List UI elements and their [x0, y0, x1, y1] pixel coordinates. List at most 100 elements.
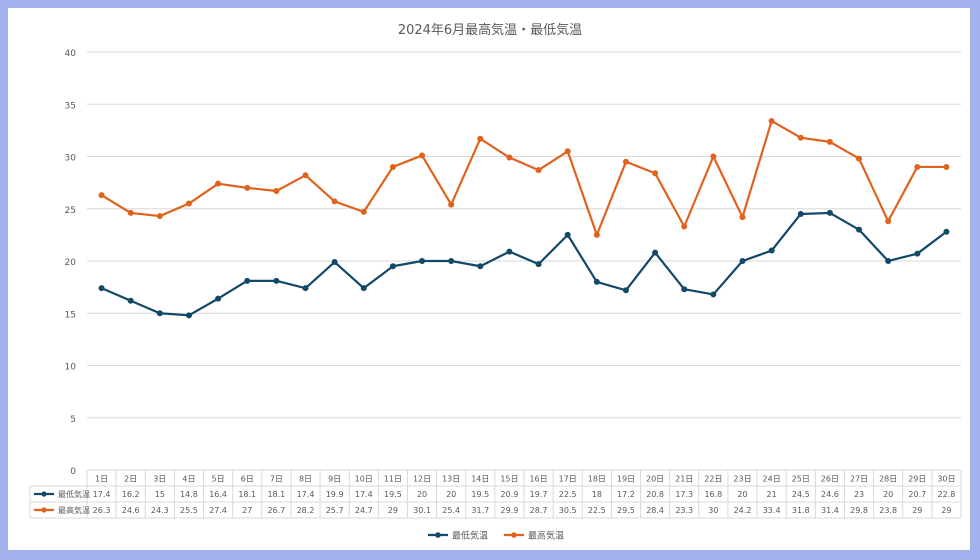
table-value: 15 [155, 490, 165, 499]
data-point [448, 201, 455, 208]
table-value: 24.7 [355, 506, 373, 515]
chart-frame: 2024年6月最高気温・最低気温 0 5 10 15 20 25 30 35 40 1日 2日 3日… [8, 8, 970, 550]
table-value: 24.6 [122, 506, 140, 515]
y-tick-label: 40 [65, 49, 77, 59]
category-label: 1日 [95, 475, 108, 484]
data-point [477, 263, 484, 270]
data-point [185, 200, 192, 207]
table-value: 25.7 [326, 506, 344, 515]
series-layer [98, 117, 950, 319]
data-point [273, 187, 280, 194]
data-point [826, 138, 833, 145]
legend-item: 最低気温 [428, 530, 488, 542]
series-max-temp [98, 117, 950, 238]
table-value: 20 [417, 490, 427, 499]
data-point [156, 310, 163, 317]
category-label: 10日 [355, 475, 373, 484]
data-point [419, 152, 426, 159]
category-label: 11日 [384, 475, 402, 484]
table-value: 24.2 [734, 506, 752, 515]
legend-marker [511, 532, 517, 538]
data-point [215, 295, 222, 302]
table-value: 22.5 [559, 490, 577, 499]
data-point [914, 250, 921, 257]
table-value: 20.9 [501, 490, 519, 499]
category-label: 6日 [241, 475, 254, 484]
table-value: 20 [446, 490, 456, 499]
data-point [885, 258, 892, 264]
data-point [885, 218, 892, 225]
data-point [856, 226, 863, 233]
data-point [360, 208, 367, 215]
legend-marker [435, 532, 441, 538]
data-point [768, 117, 775, 124]
data-point [943, 228, 950, 235]
data-point [797, 210, 804, 217]
table-value: 18.1 [238, 490, 256, 499]
data-point [768, 247, 775, 254]
table-value: 25.4 [442, 506, 460, 515]
table-value: 18.1 [267, 490, 285, 499]
table-value: 16.4 [209, 490, 227, 499]
data-point [681, 223, 688, 230]
table-legend-marker [41, 507, 47, 513]
series-min-temp [98, 209, 950, 319]
data-point [856, 155, 863, 162]
data-point [622, 158, 629, 165]
data-point [943, 163, 950, 170]
table-series-name: 最低気温 [58, 489, 90, 499]
table-value: 28.4 [646, 506, 664, 515]
table-value: 19.5 [471, 490, 489, 499]
y-tick-label: 0 [70, 467, 76, 477]
table-value: 27.4 [209, 506, 227, 515]
y-tick-label: 15 [65, 310, 76, 320]
data-point [710, 291, 717, 298]
table-value: 17.4 [297, 490, 315, 499]
table-value: 31.4 [821, 506, 839, 515]
category-label: 21日 [675, 475, 693, 484]
y-tick-label: 30 [65, 154, 77, 164]
legend-label: 最高気温 [528, 530, 564, 542]
data-point [98, 192, 105, 199]
y-tick-label: 35 [65, 101, 76, 111]
table-value: 16.2 [122, 490, 140, 499]
data-point [593, 231, 600, 238]
category-label: 25日 [792, 475, 810, 484]
table-value: 20.7 [908, 490, 926, 499]
data-point [739, 258, 746, 264]
category-label: 23日 [733, 475, 751, 484]
data-point [127, 297, 134, 304]
table-value: 29 [941, 506, 951, 515]
category-label: 16日 [529, 475, 547, 484]
table-value: 28.7 [530, 506, 548, 515]
data-point [739, 214, 746, 221]
table-value: 21 [767, 490, 777, 499]
legend-item: 最高気温 [504, 530, 564, 542]
table-value: 29.9 [501, 506, 519, 515]
table-series-name: 最高気温 [58, 505, 90, 515]
table-value: 17.2 [617, 490, 635, 499]
table-value: 19.5 [384, 490, 402, 499]
line-chart: 2024年6月最高気温・最低気温 0 5 10 15 20 25 30 35 40 1日 2日 3日… [29, 22, 962, 542]
category-label: 13日 [442, 475, 460, 484]
table-value: 29 [388, 506, 398, 515]
data-point [273, 277, 280, 284]
data-point [710, 153, 717, 160]
data-point [331, 198, 338, 205]
data-point [331, 259, 338, 266]
data-point [506, 248, 513, 255]
data-point [652, 249, 659, 256]
data-point [593, 278, 600, 285]
gridlines [87, 51, 961, 471]
data-point [681, 286, 688, 293]
data-point [302, 172, 309, 179]
table-value: 18 [592, 490, 602, 499]
data-point [506, 154, 513, 161]
category-label: 24日 [763, 475, 781, 484]
table-value: 29.5 [617, 506, 635, 515]
category-label: 4日 [182, 475, 195, 484]
table-value: 23.3 [675, 506, 693, 515]
category-label: 17日 [559, 475, 577, 484]
category-label: 7日 [270, 475, 283, 484]
category-label: 22日 [704, 475, 722, 484]
